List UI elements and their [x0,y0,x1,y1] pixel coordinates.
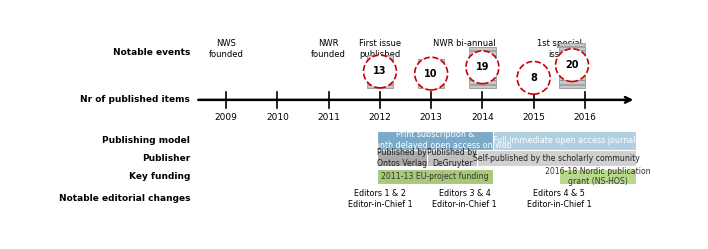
Text: NWS
founded: NWS founded [209,40,244,59]
Text: 2010: 2010 [266,113,289,122]
FancyBboxPatch shape [469,68,496,71]
Text: 2011: 2011 [317,113,340,122]
FancyBboxPatch shape [559,47,586,50]
Text: Notable events: Notable events [113,48,190,57]
FancyBboxPatch shape [559,72,586,76]
FancyBboxPatch shape [418,64,445,67]
FancyBboxPatch shape [469,80,496,84]
Text: 2012: 2012 [369,113,392,122]
FancyBboxPatch shape [469,51,496,55]
FancyBboxPatch shape [367,76,393,80]
Text: Published by
Ontos Verlag: Published by Ontos Verlag [377,148,428,168]
FancyBboxPatch shape [377,169,493,185]
Ellipse shape [517,62,550,94]
Text: First issue
published: First issue published [359,40,401,59]
FancyBboxPatch shape [559,64,586,67]
Ellipse shape [466,51,499,84]
FancyBboxPatch shape [418,85,445,88]
Text: Full immediate open access journal: Full immediate open access journal [493,136,636,145]
FancyBboxPatch shape [418,80,445,84]
FancyBboxPatch shape [418,76,445,80]
Text: Print subscription &
3-month delayed open access on web: Print subscription & 3-month delayed ope… [359,130,511,150]
Text: 13: 13 [373,66,387,76]
Text: Key funding: Key funding [129,172,190,181]
Text: Self-published by the scholarly community: Self-published by the scholarly communit… [473,154,640,163]
Text: 2014: 2014 [471,113,493,122]
FancyBboxPatch shape [559,68,586,71]
FancyBboxPatch shape [559,76,586,80]
Text: Editors 3 & 4
Editor-in-Chief 1: Editors 3 & 4 Editor-in-Chief 1 [432,188,497,209]
Text: Published by
DeGruyter: Published by DeGruyter [428,148,477,168]
Text: 10: 10 [424,68,438,79]
FancyBboxPatch shape [493,130,636,150]
FancyBboxPatch shape [477,150,636,167]
Ellipse shape [556,49,588,81]
Text: 20: 20 [565,60,579,70]
FancyBboxPatch shape [367,64,393,67]
Ellipse shape [415,57,447,90]
FancyBboxPatch shape [469,55,496,59]
FancyBboxPatch shape [559,85,586,88]
Text: 19: 19 [476,62,489,72]
Ellipse shape [363,55,396,88]
FancyBboxPatch shape [367,85,393,88]
FancyBboxPatch shape [367,60,393,63]
FancyBboxPatch shape [469,85,496,88]
FancyBboxPatch shape [469,76,496,80]
FancyBboxPatch shape [418,68,445,71]
FancyBboxPatch shape [418,72,445,76]
FancyBboxPatch shape [377,130,493,150]
Text: 2011-13 EU-project funding: 2011-13 EU-project funding [381,172,489,181]
FancyBboxPatch shape [559,43,586,46]
Text: 2013: 2013 [420,113,442,122]
Text: Notable editorial changes: Notable editorial changes [59,194,190,203]
FancyBboxPatch shape [469,47,496,50]
Text: 1st special
issue: 1st special issue [537,40,582,59]
FancyBboxPatch shape [520,72,547,76]
FancyBboxPatch shape [559,80,586,84]
Text: 8: 8 [530,73,537,83]
Text: Editors 1 & 2
Editor-in-Chief 1: Editors 1 & 2 Editor-in-Chief 1 [348,188,412,209]
Text: 2009: 2009 [215,113,238,122]
Text: Publishing model: Publishing model [102,136,190,145]
Text: NWR bi-annual: NWR bi-annual [433,40,496,49]
Text: NWR
founded: NWR founded [312,40,346,59]
Text: Editors 4 & 5
Editor-in-Chief 1: Editors 4 & 5 Editor-in-Chief 1 [527,188,592,209]
FancyBboxPatch shape [418,60,445,63]
Text: Publisher: Publisher [142,154,190,163]
FancyBboxPatch shape [367,72,393,76]
FancyBboxPatch shape [559,60,586,63]
FancyBboxPatch shape [520,80,547,84]
Text: 2015: 2015 [523,113,545,122]
Text: 2016: 2016 [573,113,596,122]
FancyBboxPatch shape [520,85,547,88]
Text: Nr of published items: Nr of published items [80,95,190,104]
FancyBboxPatch shape [559,169,636,185]
FancyBboxPatch shape [367,55,393,59]
FancyBboxPatch shape [469,72,496,76]
FancyBboxPatch shape [520,76,547,80]
FancyBboxPatch shape [559,51,586,55]
FancyBboxPatch shape [520,68,547,71]
FancyBboxPatch shape [367,68,393,71]
FancyBboxPatch shape [559,55,586,59]
FancyBboxPatch shape [377,150,427,167]
Text: 2016-18 Nordic publication
grant (NS-HOS): 2016-18 Nordic publication grant (NS-HOS… [545,167,651,187]
FancyBboxPatch shape [427,150,477,167]
FancyBboxPatch shape [367,80,393,84]
FancyBboxPatch shape [469,64,496,67]
FancyBboxPatch shape [469,60,496,63]
